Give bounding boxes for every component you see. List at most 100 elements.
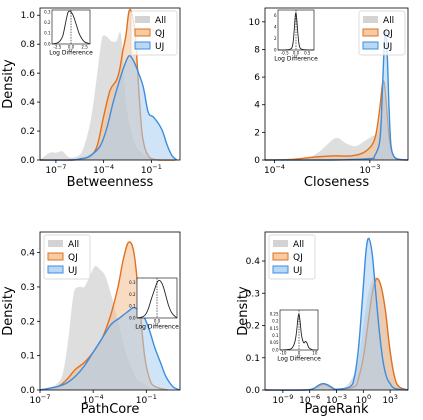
series-line-uj: [264, 237, 409, 391]
legend-label-uj: UJ: [383, 42, 392, 52]
y-tick-label: 10: [249, 18, 261, 28]
plot-frame: [264, 7, 409, 161]
inset-y-tick-label: 0.25: [270, 312, 279, 317]
y-tick-label: 0.6: [21, 69, 36, 79]
y-tick-label: 0.2: [246, 322, 260, 332]
series-fill-uj: [265, 238, 408, 391]
inset-x-label: Log Difference: [49, 50, 93, 57]
legend-swatch-uj: [47, 265, 64, 274]
y-tick-label: 8: [254, 45, 260, 55]
inset-y-tick-label: 0.0: [272, 347, 279, 352]
inset-y-tick-label: 0.0: [129, 315, 136, 320]
x-tick-label: 100: [356, 393, 372, 406]
y-axis-label: Density: [1, 286, 16, 336]
inset-closeness: -0.5 0.0 0.5 0 2 4 6 Log Difference: [274, 9, 318, 63]
inset-curve: [277, 12, 315, 51]
inset-x-label: Log Difference: [277, 356, 321, 363]
y-tick-label: 0.1: [246, 354, 260, 364]
legend-label-uj: UJ: [68, 266, 77, 276]
y-tick-label: 6: [254, 73, 260, 83]
inset-curve: [51, 10, 91, 45]
y-tick-label: 0.3: [246, 289, 260, 299]
inset-y-tick-label: 0.1: [44, 31, 51, 36]
series-fill-uj: [40, 307, 180, 390]
inset-x-tick-label: -10: [280, 351, 287, 356]
x-tick-label: 10−1: [136, 393, 157, 406]
panel-betweenness: 10−7 10−4 10−1 0.0 0.2 0.4 0.6 0.8 1.0 Betweennes…: [1, 7, 181, 190]
x-tick-label: 10−6: [299, 393, 320, 406]
inset-x-tick-label: 0.0: [154, 319, 161, 324]
y-tick-label: 0.4: [21, 249, 36, 259]
inset-pagerank: -10 0 10 0.0 0.05 0.1 0.15 0.2 0.25 Log Differenc…: [270, 309, 321, 363]
inset-y-tick-label: 0.2: [272, 319, 279, 324]
panel-closeness: 10−4 10−3 0 2 4 6 8 10 Closeness All QJ UJ -0.5 0.0 0.…: [249, 7, 409, 190]
y-tick-label: 0.2: [21, 127, 35, 137]
legend-label-all: All: [293, 240, 304, 250]
inset-x-tick-label: -2.5: [54, 45, 62, 50]
series-fill-uj: [40, 55, 177, 161]
inset-x-tick-label: -0.5: [281, 51, 289, 56]
y-axis-label: Density: [1, 59, 16, 109]
inset-y-tick-label: 0.15: [270, 326, 279, 331]
inset-y-tick-label: 0.3: [129, 280, 136, 285]
y-tick-label: 0.4: [246, 257, 261, 267]
y-tick-label: 4: [254, 101, 260, 111]
y-axis-label: Density: [236, 286, 251, 336]
inset-x-tick-label: 0: [298, 351, 301, 356]
inset-y-tick-label: 0.1: [272, 333, 279, 338]
legend-label-all: All: [383, 16, 394, 26]
legend-swatch-uj: [272, 265, 289, 274]
y-tick-label: 0.3: [21, 283, 35, 293]
y-tick-label: 0.1: [21, 352, 35, 362]
inset-y-tick-label: 6: [274, 13, 277, 18]
series-line-uj: [39, 55, 178, 161]
inset-y-tick-label: 0: [274, 47, 277, 52]
inset-x-tick-label: 0.0: [293, 51, 300, 56]
x-tick-label: 103: [382, 393, 398, 406]
inset-curve: [279, 313, 319, 351]
legend-swatch-qj: [47, 252, 64, 261]
inset-y-tick-label: 0.3: [44, 9, 51, 14]
legend-label-qj: QJ: [383, 29, 393, 39]
legend-swatch-uj: [134, 41, 151, 50]
series-line-uj: [39, 306, 181, 391]
inset-x-label: Log Difference: [274, 56, 318, 63]
inset-y-tick-label: 0.2: [44, 20, 51, 25]
series-fill-all: [40, 32, 176, 161]
legend-swatch-qj: [362, 28, 379, 37]
x-axis-label: Closeness: [304, 175, 369, 190]
plot-frame: [39, 231, 181, 391]
x-axis-label: Betweenness: [67, 175, 154, 190]
legend-swatch-all: [48, 240, 63, 247]
legend-swatch-all: [363, 16, 378, 23]
panel-pathcore: 10−7 10−4 10−1 0.0 0.1 0.2 0.3 0.4 PathCore Densi…: [1, 231, 181, 417]
y-tick-label: 1.0: [21, 11, 36, 21]
y-tick-label: 0.2: [21, 317, 35, 327]
x-tick-label: 10−4: [264, 163, 285, 176]
panel-pagerank: 10−9 10−6 10−3 100 1030.00.10.20.30.4PageRan…: [236, 231, 409, 417]
legend-label-qj: QJ: [68, 253, 78, 263]
y-tick-label: 2: [254, 128, 260, 138]
legend-label-qj: QJ: [293, 253, 303, 263]
y-tick-label: 0.0: [21, 156, 36, 166]
legend-label-uj: UJ: [155, 42, 164, 52]
inset-y-tick-label: 0.0: [44, 41, 51, 46]
series-fill-qj: [265, 81, 408, 160]
x-tick-label: 10−3: [326, 393, 347, 406]
inset-y-tick-label: 2: [274, 36, 277, 41]
legend-label-uj: UJ: [293, 266, 302, 276]
inset-x-tick-label: 0.5: [304, 51, 311, 56]
x-tick-label: 10−9: [272, 393, 293, 406]
legend-swatch-uj: [362, 41, 379, 50]
y-tick-label: 0.0: [21, 386, 36, 396]
legend-label-qj: QJ: [155, 29, 165, 39]
inset-x-tick-label: 10: [312, 351, 318, 356]
x-tick-label: 10−1: [141, 163, 162, 176]
x-tick-label: 10−4: [93, 163, 114, 176]
y-tick-label: 0.0: [246, 386, 261, 396]
x-tick-label: 10−3: [359, 163, 380, 176]
y-tick-label: 0.8: [21, 40, 36, 50]
legend-swatch-qj: [134, 28, 151, 37]
